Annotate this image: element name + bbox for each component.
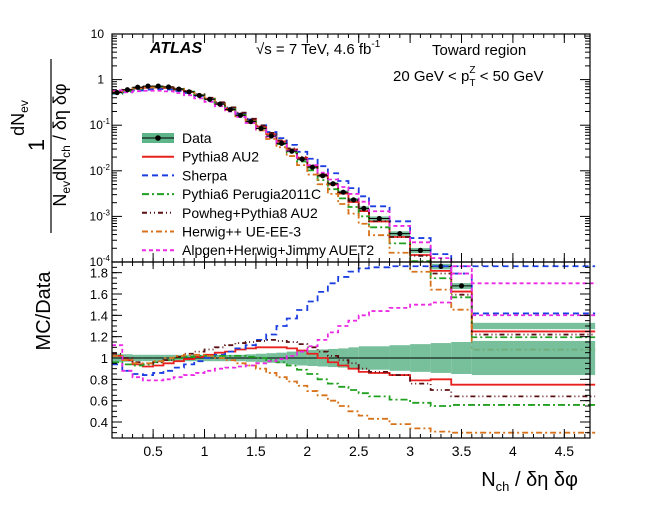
ratio-panel: 0.5 1 1.5 2 2.5 3 3.5 4 4.5 0.4 0.6 0.8 1 1.2 1.4 1.6 1.… — [90, 261, 596, 459]
legend-label: Alpgen+Herwig+Jimmy AUET2 — [182, 242, 374, 258]
top-panel: 10-4 10-3 10-2 10-1 1 10 — [90, 27, 596, 351]
data-point — [330, 181, 336, 187]
top-ylabel-one: 1 — [24, 139, 49, 151]
y-tick-label-top: 10-1 — [90, 117, 111, 132]
atlas-label: ATLAS — [149, 40, 202, 57]
data-point — [227, 106, 233, 113]
top-ylabel-denominator: NevdNch / δη δφ — [50, 83, 73, 206]
x-tick-label: 3 — [406, 443, 414, 459]
series-line-ratio — [112, 346, 596, 386]
data-point — [176, 86, 182, 92]
data-point — [309, 164, 316, 170]
x-tick-label: 0.5 — [143, 443, 163, 459]
x-axis-label: Nch / δη δφ — [481, 469, 578, 494]
data-point — [340, 189, 346, 195]
x-tick-label: 2 — [303, 443, 311, 459]
y-tick-label-top: 10-3 — [90, 208, 111, 223]
data-point — [248, 118, 254, 125]
data-point — [279, 140, 285, 146]
y-tick-label-bottom: 1.2 — [90, 330, 108, 345]
x-tick-label: 2.5 — [349, 443, 369, 459]
x-tick-label: 3.5 — [452, 443, 472, 459]
y-tick-label-bottom: 1.6 — [90, 287, 108, 302]
top-ylabel-numerator: dNev — [8, 100, 31, 136]
legend-label: Herwig++ UE-EE-3 — [182, 224, 301, 240]
legend: Data Pythia8 AU2 Sherpa Pythia6 Perugia2011… — [142, 130, 374, 258]
data-point — [438, 263, 444, 270]
data-point — [268, 133, 274, 139]
legend-label: Sherpa — [182, 167, 227, 183]
bottom-ylabel: MC/Data — [33, 271, 55, 351]
series-line-top — [112, 89, 596, 317]
data-point — [458, 283, 465, 289]
data-point — [124, 87, 131, 93]
cut-label: 20 GeV < pZ T < 50 GeV — [393, 65, 544, 89]
series-line-ratio — [112, 353, 596, 434]
y-tick-label-bottom: 1.4 — [90, 308, 108, 323]
x-tick-label: 4.5 — [555, 443, 575, 459]
y-tick-label-bottom: 0.6 — [90, 394, 108, 409]
data-point — [237, 112, 244, 118]
data-point — [165, 84, 172, 90]
x-tick-label: 1 — [201, 443, 209, 459]
data-point — [145, 83, 151, 89]
legend-label: Pythia8 AU2 — [182, 149, 259, 165]
data-point — [320, 173, 326, 179]
energy-label: √s = 7 TeV, 4.6 fb-1 — [256, 39, 381, 58]
series-line-top — [112, 86, 596, 336]
legend-label: Pythia6 Perugia2011C — [182, 186, 321, 202]
data-point — [114, 89, 120, 96]
y-tick-label-bottom: 1 — [101, 351, 108, 366]
data-point — [186, 89, 192, 95]
series-line-ratio — [112, 265, 596, 376]
legend-data-marker — [155, 135, 161, 141]
y-tick-label-bottom: 1.8 — [90, 266, 108, 281]
data-point — [217, 101, 223, 107]
data-point — [397, 230, 403, 237]
data-point — [155, 83, 161, 89]
data-point — [258, 125, 264, 132]
x-tick-label: 1.5 — [246, 443, 266, 459]
top-ylabel: 1 NevdNch / δη δφ — [24, 59, 73, 233]
data-point — [299, 156, 305, 162]
data-band-top — [471, 322, 596, 330]
y-tick-label-top: 1 — [97, 73, 104, 87]
top-ylabel-numerator-group: dNev — [8, 100, 31, 136]
legend-label: Data — [182, 130, 212, 146]
series-line-ratio — [112, 338, 596, 398]
legend-label: Powheg+Pythia8 AU2 — [182, 205, 318, 221]
data-point — [135, 84, 141, 90]
y-tick-label-top: 10-2 — [90, 163, 111, 178]
y-tick-label-top: 10-4 — [90, 254, 111, 269]
data-point — [289, 148, 295, 154]
data-point — [376, 215, 382, 222]
series-line-ratio — [112, 354, 596, 407]
data-point — [196, 92, 202, 99]
data-point — [417, 247, 423, 253]
bottom-frame — [111, 261, 591, 439]
y-tick-label-top: 10 — [91, 27, 105, 41]
region-label: Toward region — [432, 42, 526, 59]
x-tick-label: 4 — [509, 443, 517, 459]
data-point — [350, 197, 357, 203]
series-line-ratio — [112, 265, 596, 382]
y-tick-label-bottom: 0.8 — [90, 372, 108, 387]
y-tick-label-bottom: 0.4 — [90, 415, 108, 430]
data-point — [361, 205, 367, 211]
data-point — [207, 96, 213, 102]
